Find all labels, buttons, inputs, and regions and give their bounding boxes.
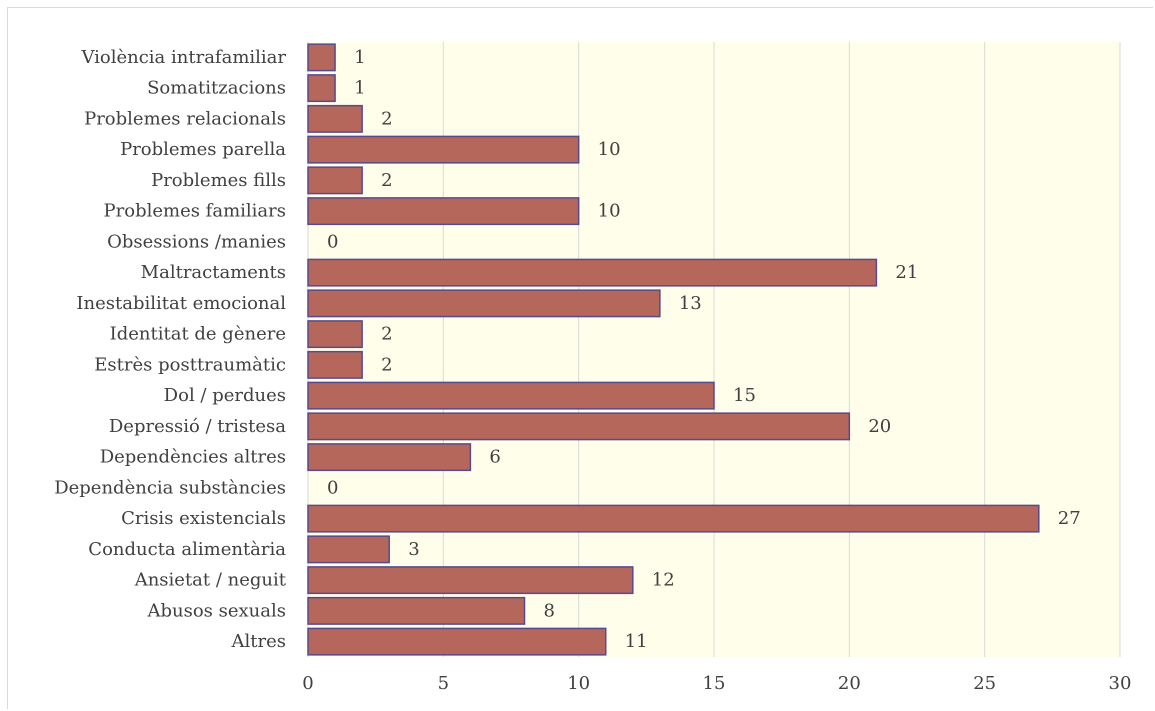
category-label: Maltractaments (141, 262, 286, 283)
category-label: Estrès posttraumàtic (94, 354, 286, 375)
data-label: 21 (895, 262, 918, 283)
data-label: 2 (381, 170, 392, 191)
x-tick-label: 30 (1109, 673, 1132, 694)
bar-4 (307, 166, 363, 195)
category-label: Obsessions /manies (107, 231, 286, 252)
x-tick-label: 15 (703, 673, 726, 694)
x-tick-label: 5 (438, 673, 449, 694)
category-label: Altres (231, 631, 286, 652)
bar-10 (307, 350, 363, 379)
category-label: Problemes parella (120, 139, 286, 160)
data-label: 20 (868, 416, 891, 437)
category-label: Crisis existencials (121, 508, 286, 529)
data-label: 10 (598, 201, 621, 222)
category-label: Dol / perdues (164, 385, 286, 406)
bar-0 (307, 43, 336, 72)
category-label: Dependències altres (100, 447, 286, 468)
bar-7 (307, 258, 878, 287)
category-label: Identitat de gènere (110, 324, 286, 345)
data-label: 2 (381, 324, 392, 345)
data-label: 15 (733, 385, 756, 406)
category-label: Depressió / tristesa (109, 416, 286, 437)
bar-11 (307, 381, 715, 410)
category-label: Abusos sexuals (146, 600, 286, 621)
bar-12 (307, 412, 851, 441)
category-label: Somatitzacions (147, 78, 286, 99)
bar-16 (307, 535, 390, 564)
bar-18 (307, 596, 526, 625)
data-label: 1 (354, 47, 365, 68)
x-tick-label: 20 (838, 673, 861, 694)
category-label: Conducta alimentària (88, 539, 286, 560)
x-tick-label: 10 (567, 673, 590, 694)
data-label: 0 (327, 231, 338, 252)
bar-9 (307, 320, 363, 349)
bar-5 (307, 197, 580, 226)
bar-17 (307, 566, 634, 595)
category-label: Violència intrafamiliar (80, 47, 286, 68)
bar-3 (307, 135, 580, 164)
data-label: 10 (598, 139, 621, 160)
data-label: 13 (679, 293, 702, 314)
x-tick-label: 25 (973, 673, 996, 694)
bar-2 (307, 104, 363, 133)
data-label: 2 (381, 108, 392, 129)
category-label: Problemes familiars (104, 201, 286, 222)
category-label: Problemes fills (151, 170, 286, 191)
data-label: 0 (327, 477, 338, 498)
data-label: 1 (354, 78, 365, 99)
data-label: 11 (625, 631, 648, 652)
category-label: Problemes relacionals (84, 108, 286, 129)
data-label: 2 (381, 354, 392, 375)
data-label: 27 (1058, 508, 1081, 529)
data-label: 12 (652, 570, 675, 591)
bar-15 (307, 504, 1040, 533)
data-label: 6 (489, 447, 500, 468)
bar-8 (307, 289, 661, 318)
data-label: 8 (544, 600, 555, 621)
bar-19 (307, 627, 607, 656)
x-tick-label: 0 (302, 673, 313, 694)
bar-13 (307, 443, 472, 472)
data-label: 3 (408, 539, 419, 560)
category-label: Inestabilitat emocional (76, 293, 286, 314)
category-label: Dependència substàncies (54, 477, 286, 498)
bar-1 (307, 74, 336, 103)
category-label: Ansietat / neguit (134, 570, 287, 591)
